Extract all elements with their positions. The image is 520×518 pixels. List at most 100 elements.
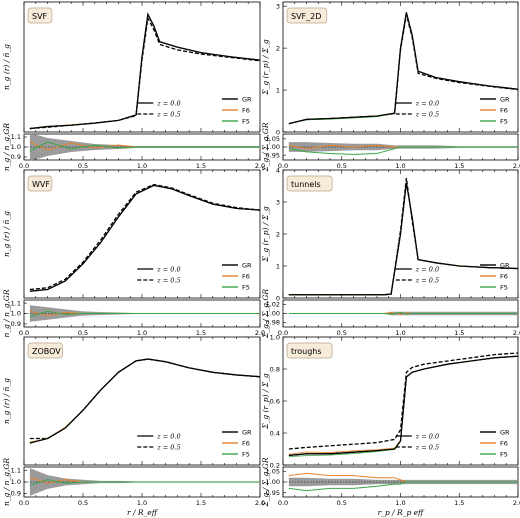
ratio-line-f5 [29,310,260,318]
x-tick-label: 0.0 [19,499,29,507]
ratio-y-tick-label: 1.1 [11,299,21,307]
x-tick-label: 1.5 [454,329,464,337]
x-tick-label: 0.0 [278,162,288,170]
x-tick-label: 0.0 [19,329,29,337]
legend-redshift-label: z = 0.5 [156,443,180,451]
series-line-f6 [29,358,261,443]
y-axis-label: Σ_g (r_p) / Σ̄_g [261,373,270,430]
legend-model-label: F5 [242,117,250,125]
ratio-line-f5 [29,141,260,152]
panel-label-box [27,175,53,192]
legend-redshift-label: z = 0.5 [156,276,180,284]
x-tick-label: 2.0 [513,162,520,170]
y-tick-label: 3 [276,2,280,10]
series-line-f6 [288,182,519,296]
y-axis-label: Σ_g (r_p) / Σ̄_g [261,39,270,96]
y-tick-label: 0.6 [270,397,280,405]
series-line-gr-z0.5 [29,358,261,440]
legend-model-label: F6 [242,106,250,114]
ratio-y-tick-label: 1.05 [266,135,280,143]
legend-model-label: GR [242,428,252,436]
legend-model-label: F5 [500,117,508,125]
y-tick-label: 1 [276,262,280,270]
x-tick-label: 1.0 [395,499,405,507]
legend-redshift-label: z = 0.0 [415,432,439,440]
legend-redshift-label: z = 0.0 [415,99,439,107]
legend-model-label: F6 [242,272,250,280]
series-line-gr-z0.5 [288,177,519,296]
series-line-f5 [288,182,519,296]
ratio-line-f5 [288,312,518,315]
series-line-gr-top [29,184,261,292]
ratio-y-tick-label: 1.0 [11,143,21,151]
legend-model-label: F5 [242,283,250,291]
panel-label-box [286,7,328,24]
y-axis-label: n_g (r) / n̄_g [2,211,11,257]
y-tick-label: 2 [276,44,280,52]
ratio-y-axis-label: n_g / n_g,GR [2,289,11,337]
ratio-y-tick-label: 1.0 [11,478,21,486]
legend-model-label: F6 [500,272,508,280]
y-tick-label: 3 [276,198,280,206]
series-line-gr-z0.0 [29,358,261,444]
ratio-y-tick-label: 1.0 [11,310,21,318]
x-tick-label: 1.5 [196,162,206,170]
series-line-gr-top [288,182,519,296]
x-tick-label: 0.0 [19,162,29,170]
x-tick-label: 1.0 [137,499,147,507]
legend-redshift-label: z = 0.5 [415,110,439,118]
panel-troughs: 0.2 0.4 0.6 0.8 1.0 troughs Σ_g (r_p) / Σ̄_gz … [261,333,520,507]
x-tick-label: 1.5 [454,162,464,170]
ratio-panel: 0.951.001.05Σ_g / Σ_g,GR0.00.51.01.52.0 [261,122,520,172]
legend-model-label: F6 [242,439,250,447]
y-tick-label: 0.8 [270,365,280,373]
x-axis-label-right: r_p / R_p eff [378,508,425,517]
ratio-y-axis-label: n_g / n_g,GR [2,123,11,171]
y-tick-label: 1 [276,86,280,94]
legend-model-label: F5 [242,450,250,458]
y-axis-label: n_g (r) / n̄_g [2,378,11,424]
legend-model-label: GR [242,261,252,269]
series-line-gr-z0.5 [29,183,261,291]
ratio-y-tick-label: 0.9 [11,153,21,161]
legend-model-label: GR [500,95,510,103]
x-tick-label: 1.5 [196,499,206,507]
legend-model-label: F6 [500,439,508,447]
x-tick-label: 0.5 [78,499,88,507]
series-line-gr-top [29,12,261,130]
ratio-panel: 0.981.001.02Σ_g / Σ_g,GR0.00.51.01.52.0 [261,289,520,339]
ratio-y-axis-label: Σ_g / Σ_g,GR [261,289,270,339]
ratio-panel: 0.951.001.05Σ_g / Σ_g,GR0.00.51.01.52.0 [261,457,520,507]
x-tick-label: 1.5 [196,329,206,337]
legend-model-label: F5 [500,450,508,458]
panel-label-box [27,7,53,24]
x-tick-label: 0.5 [337,329,347,337]
legend-model-label: GR [500,261,510,269]
panel-label: SVF [32,12,48,21]
ratio-y-axis-label: Σ_g / Σ_g,GR [261,122,270,172]
ratio-y-tick-label: 1.1 [11,467,21,475]
ratio-line-f5 [288,481,518,492]
ratio-y-tick-label: 1.02 [266,301,280,309]
y-tick-label: 2 [276,230,280,238]
x-tick-label: 1.0 [137,329,147,337]
x-tick-label: 2.0 [255,329,265,337]
series-line-gr-top [29,358,261,444]
x-tick-label: 2.0 [255,499,265,507]
y-axis-label: n_g (r) / n̄_g [2,44,11,90]
ratio-y-tick-label: 0.9 [11,490,21,498]
legend-redshift-label: z = 0.5 [156,110,180,118]
x-tick-label: 1.5 [454,499,464,507]
ratio-panel: 0.9 1.0 1.1n_g / n_g,GR 0.0 0.5 1.0 1.5 2.0 [2,458,265,507]
series-line-f6 [29,184,261,292]
series-line-gr-z0.0 [29,12,261,130]
panel-label: tunnels [291,180,321,189]
series-line-gr-top [288,355,519,456]
y-tick-label: 4 [276,166,280,174]
legend-redshift-label: z = 0.5 [415,443,439,451]
y-tick-label: 0 [276,128,280,136]
series-line-f5 [29,358,261,445]
x-tick-label: 2.0 [513,329,520,337]
